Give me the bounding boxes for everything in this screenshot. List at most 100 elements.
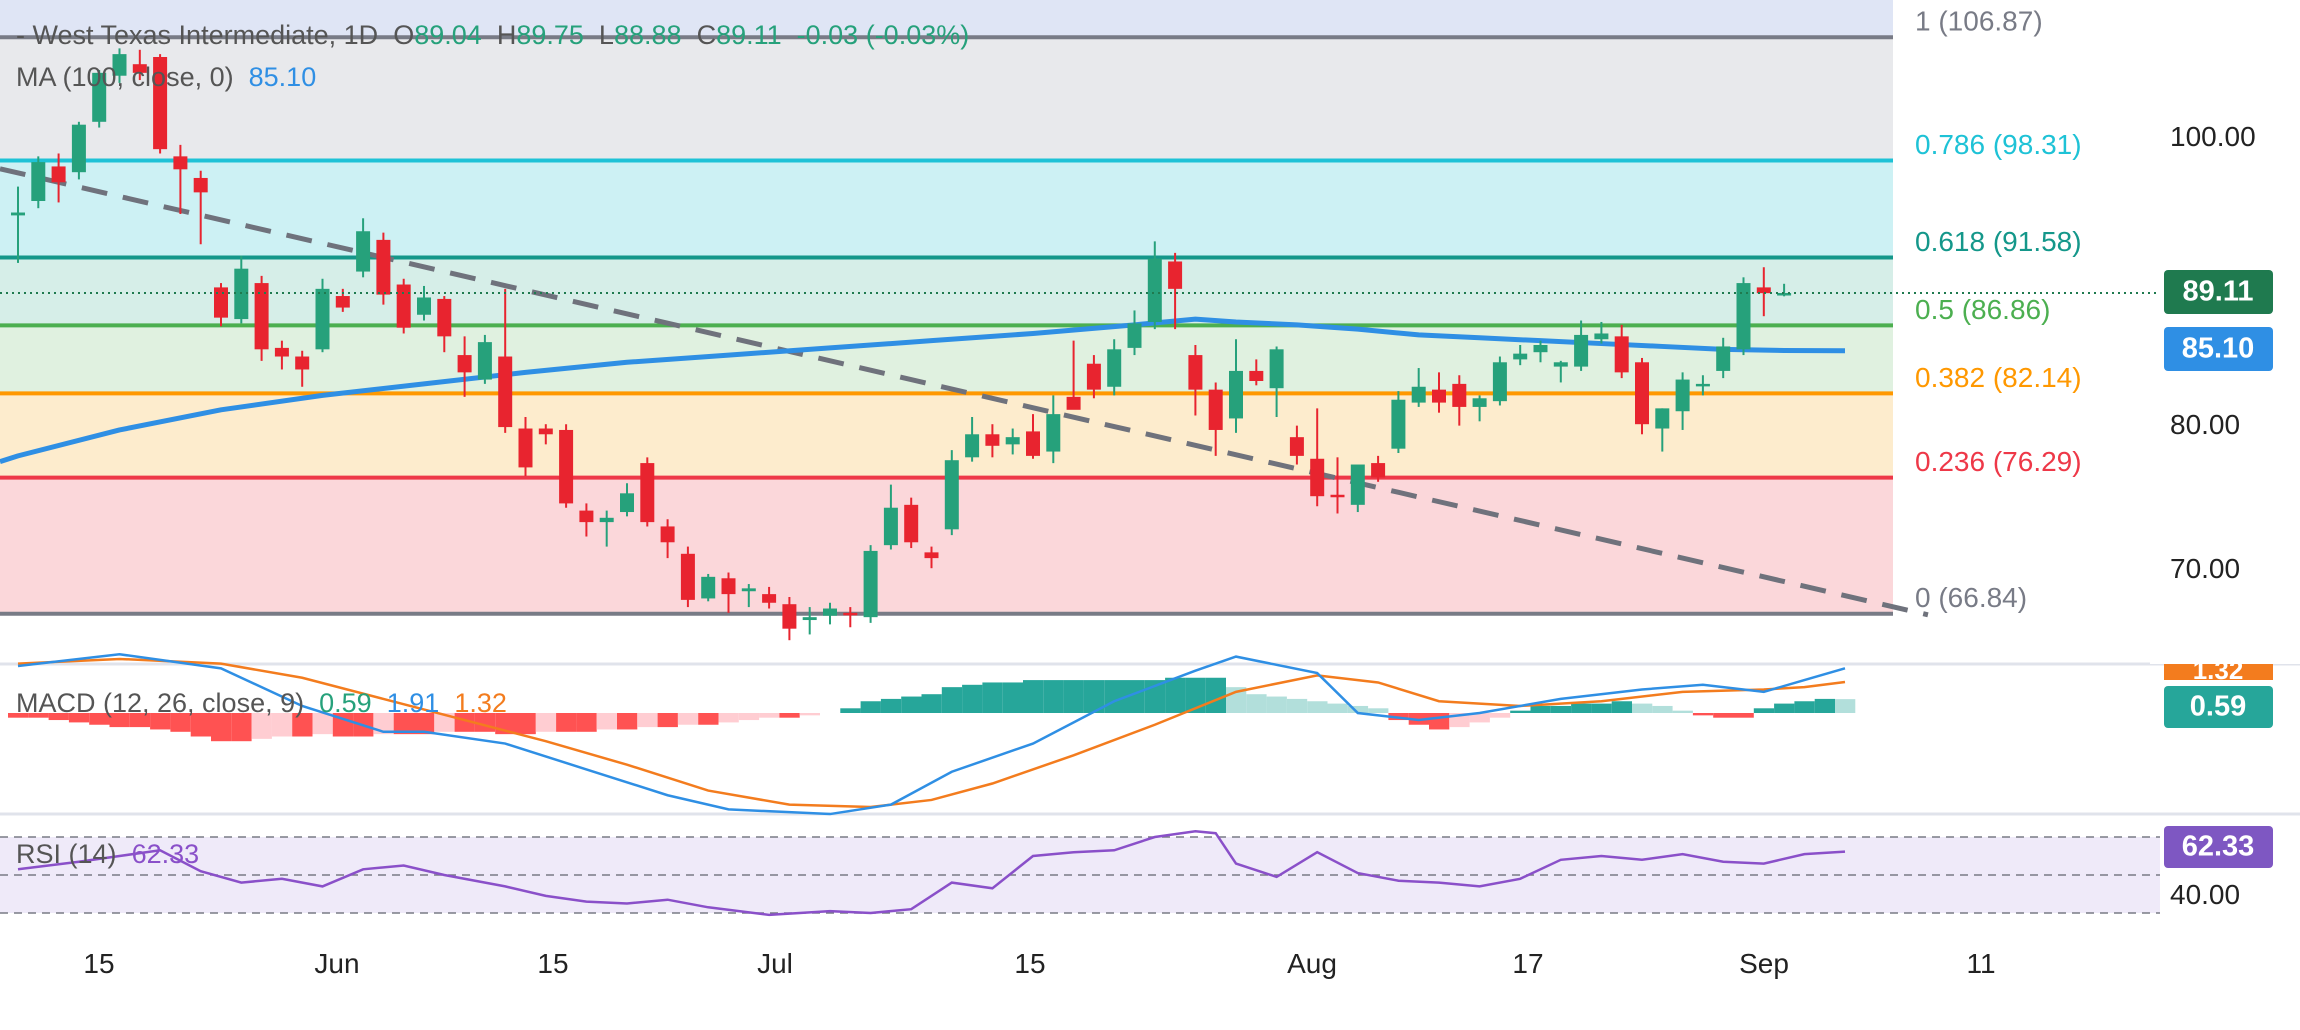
macd-histogram-bar (393, 713, 414, 735)
candle-body (498, 356, 513, 428)
candle-body (823, 608, 837, 616)
candle-body (92, 72, 107, 122)
macd-histogram-bar (637, 713, 658, 728)
price-badge-bg (2164, 270, 2273, 314)
fib-zones (0, 0, 1893, 614)
trendline (0, 166, 1929, 618)
macd-hist-value: 0.59 (319, 688, 372, 718)
macd-histogram-bar (1692, 713, 1714, 716)
macd-histogram-bar (1124, 680, 1145, 713)
candle-body (1675, 379, 1690, 412)
macd-histogram-bar (698, 713, 719, 725)
price-badge: 89.11 (2183, 276, 2254, 308)
candle-body (843, 612, 858, 616)
candle-body (985, 434, 1000, 446)
macd-histogram-bar (231, 713, 252, 742)
ma-label[interactable]: MA (100, close, 0) (16, 62, 234, 92)
candle-body (51, 166, 66, 183)
x-tick-label: Jul (757, 948, 793, 979)
macd-histogram-bar (1083, 680, 1105, 713)
macd-histogram-bar (1266, 696, 1287, 713)
candle-body (335, 296, 350, 308)
macd-params[interactable]: MACD (12, 26, close, 9) (16, 688, 305, 718)
x-tick-label: 11 (1966, 948, 1995, 979)
macd-hist-badge: 0.59 (2190, 691, 2246, 723)
x-axis[interactable]: 15 Jun 15 Jul 15 Aug 17 Sep 11 (83, 948, 1995, 979)
candle-body (1208, 389, 1223, 430)
y-tick-label: 100.00 (2170, 121, 2256, 152)
candle-body (11, 212, 25, 216)
x-tick-label: Jun (314, 948, 359, 979)
candle-body (173, 156, 188, 170)
candle-body (1574, 334, 1589, 367)
candle-body (31, 162, 46, 201)
macd-histogram-bar (48, 713, 69, 721)
y-tick-label: 80.00 (2170, 409, 2240, 440)
candle-body (762, 594, 777, 603)
candle-body (1229, 370, 1243, 419)
candle-body (477, 342, 492, 380)
fib-label: 1 (106.87) (1915, 6, 2043, 37)
candle-body (457, 355, 472, 373)
rsi-pane: 40.00 (0, 830, 2240, 917)
macd-histogram-bar (1733, 713, 1754, 718)
candle-body (132, 64, 147, 73)
macd-histogram-bar (170, 713, 191, 732)
macd-histogram-bar (921, 694, 942, 713)
macd-histogram-bar (1611, 701, 1632, 713)
x-tick-label: 15 (83, 948, 114, 979)
macd-histogram-bar (1429, 713, 1450, 730)
pane-separators[interactable] (0, 662, 2300, 816)
rsi-params[interactable]: RSI (14) (16, 839, 117, 869)
candle-body (802, 617, 817, 621)
candle-body (193, 177, 208, 193)
candle-body (620, 493, 634, 513)
symbol-title[interactable]: - West Texas Intermediate, 1D (16, 20, 379, 50)
signal-badge-bg (2164, 660, 2273, 680)
low-value: 88.88 (613, 20, 682, 50)
candle-body (559, 429, 574, 504)
candle-body (356, 231, 371, 272)
macd-histogram-bar (556, 713, 577, 732)
fib-labels: 1 (106.87) 0.786 (98.31) 0.618 (91.58) 0.5 … (1915, 6, 2082, 613)
candle-body (1513, 353, 1528, 360)
fib-zone (0, 325, 1893, 394)
fib-label: 0.382 (82.14) (1915, 362, 2082, 393)
candle-body (1350, 464, 1365, 505)
legend-rsi: RSI (14) 62.33 (16, 839, 199, 870)
rsi-badge: 62.33 (2182, 831, 2255, 863)
macd-histogram-bar (617, 713, 638, 730)
macd-histogram-bar (779, 713, 800, 718)
candle-body (396, 284, 411, 328)
ma-value: 85.10 (248, 62, 317, 92)
macd-histogram-bar (901, 696, 922, 713)
fib-label: 0.618 (91.58) (1915, 226, 2082, 257)
candle-body (1127, 323, 1142, 348)
legend-ohlc: - West Texas Intermediate, 1D O89.04 H89… (16, 20, 969, 51)
candle-body (1046, 414, 1061, 452)
change-value: -0.03 (-0.03%) (796, 20, 970, 50)
candle-body (1716, 346, 1731, 371)
rsi-badge-bg (2164, 826, 2273, 868)
badge-mask (2150, 650, 2300, 664)
macd-histogram-bar (8, 713, 29, 718)
candle-body (680, 553, 695, 600)
macd-histogram-bar (1510, 710, 1531, 713)
candle-body (254, 283, 269, 350)
candle-body (1249, 370, 1264, 381)
candle-body (1432, 389, 1446, 403)
candle-body (71, 124, 86, 173)
candle-body (660, 526, 675, 543)
close-label: C (696, 20, 717, 50)
y-axis-price[interactable]: 100.00 80.00 70.00 (2170, 121, 2256, 584)
macd-histogram-bar (515, 713, 536, 735)
macd-histogram-bar (1002, 682, 1023, 713)
candle-body (1472, 398, 1487, 407)
macd-histogram-bar (271, 713, 293, 737)
candle-body (1452, 383, 1467, 407)
fib-zone-top (0, 0, 1893, 38)
x-tick-label: Aug (1287, 948, 1337, 979)
macd-histogram-bar (1753, 708, 1775, 713)
